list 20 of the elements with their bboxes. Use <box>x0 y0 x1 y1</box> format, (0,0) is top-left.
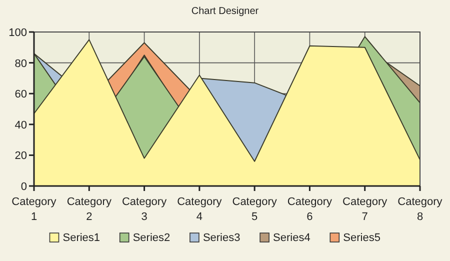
legend-label: Series3 <box>202 232 240 244</box>
x-tick-label: Category 6 <box>287 196 333 223</box>
x-tick-label: Category 5 <box>232 196 278 223</box>
x-tick-label: Category 8 <box>398 196 443 223</box>
y-tick-label: 0 <box>20 181 27 193</box>
legend-label: Series2 <box>132 232 170 244</box>
y-tick-label: 20 <box>14 150 27 162</box>
x-tick-label: Category 4 <box>177 196 222 223</box>
y-tick-label: 100 <box>8 27 27 39</box>
y-tick-label: 60 <box>14 88 27 101</box>
y-tick-label: 40 <box>14 119 27 132</box>
x-tick-label: Category 3 <box>122 196 168 223</box>
x-tick-label: Category 1 <box>12 196 57 223</box>
x-tick-label: Category 7 <box>342 196 388 223</box>
x-tick-label: Category 2 <box>66 196 112 223</box>
y-tick-label: 80 <box>14 58 27 70</box>
legend-label: Series1 <box>62 232 100 244</box>
legend-label: Series5 <box>343 232 380 244</box>
legend-label: Series4 <box>273 232 310 244</box>
chart-title: Chart Designer <box>191 6 260 17</box>
